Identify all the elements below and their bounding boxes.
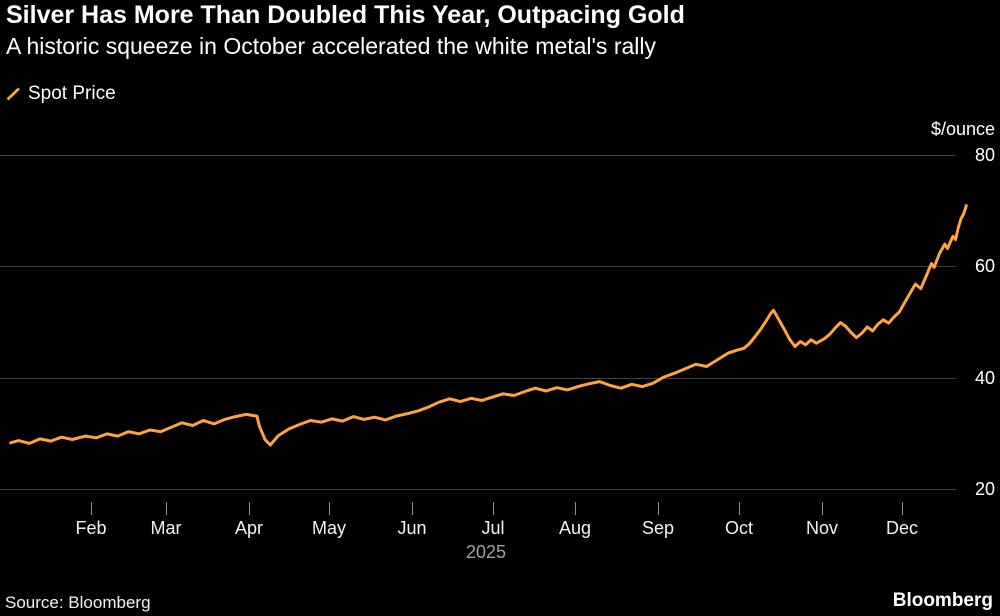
x-tick-label-dec: Dec: [885, 518, 919, 538]
y-axis-unit-label: $/ounce: [930, 119, 995, 139]
gridline-40: [0, 378, 956, 379]
x-tick-label-apr: Apr: [234, 518, 264, 538]
y-tick-label-60: 60: [974, 256, 995, 276]
x-tick-label-sep: Sep: [641, 518, 675, 538]
x-tick-feb: [91, 502, 92, 515]
gridline-60: [0, 266, 956, 267]
x-tick-may: [329, 502, 330, 515]
y-tick-label-20: 20: [974, 479, 995, 499]
source-credit: Source: Bloomberg: [5, 593, 151, 612]
x-tick-label-mar: Mar: [150, 518, 182, 538]
x-tick-jun: [412, 502, 413, 515]
x-tick-oct: [739, 502, 740, 515]
gridline-80: [0, 155, 956, 156]
x-tick-label-may: May: [311, 518, 347, 538]
gridline-20: [0, 489, 956, 490]
y-tick-label-40: 40: [974, 368, 995, 388]
x-tick-label-oct: Oct: [724, 518, 754, 538]
legend-label: Spot Price: [28, 83, 116, 104]
x-tick-sep: [658, 502, 659, 515]
x-tick-dec: [902, 502, 903, 515]
x-tick-label-nov: Nov: [805, 518, 839, 538]
x-tick-label-jun: Jun: [397, 518, 427, 538]
chart-subtitle: A historic squeeze in October accelerate…: [6, 33, 656, 59]
x-axis-year-label: 2025: [465, 542, 507, 562]
x-tick-label-aug: Aug: [558, 518, 592, 538]
legend: Spot Price: [6, 83, 116, 105]
bloomberg-logo: Bloomberg: [892, 590, 993, 611]
y-tick-label-80: 80: [974, 145, 995, 165]
x-tick-apr: [249, 502, 250, 515]
x-tick-nov: [822, 502, 823, 515]
x-tick-aug: [575, 502, 576, 515]
x-tick-label-feb: Feb: [75, 518, 107, 538]
spot-price-line: [9, 204, 968, 447]
chart-title: Silver Has More Than Doubled This Year, …: [6, 1, 685, 29]
x-tick-label-jul: Jul: [481, 518, 505, 538]
x-tick-jul: [493, 502, 494, 515]
spot-price-legend-line-icon: [6, 87, 20, 101]
x-tick-mar: [166, 502, 167, 515]
